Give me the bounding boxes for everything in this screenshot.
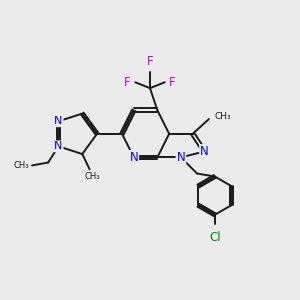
Text: Cl: Cl — [209, 231, 220, 244]
Text: N: N — [129, 151, 138, 164]
Text: CH₃: CH₃ — [215, 112, 231, 121]
Text: F: F — [147, 55, 153, 68]
Text: N: N — [54, 141, 63, 151]
Text: F: F — [124, 76, 131, 89]
Text: N: N — [176, 151, 185, 164]
Text: CH₃: CH₃ — [85, 172, 100, 181]
Text: N: N — [54, 116, 63, 126]
Text: F: F — [169, 76, 176, 89]
Text: CH₃: CH₃ — [14, 161, 29, 170]
Text: N: N — [200, 145, 209, 158]
